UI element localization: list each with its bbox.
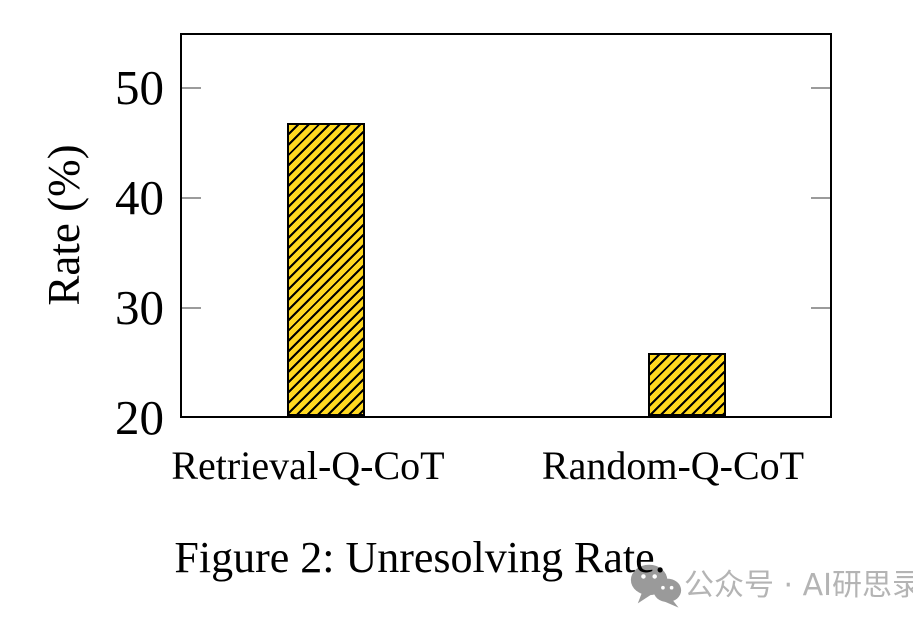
wechat-icon bbox=[630, 564, 682, 608]
x-category-label-random-q-cot: Random-Q-CoT bbox=[541, 443, 805, 488]
y-tick-label-20: 20 bbox=[115, 390, 164, 445]
y-tick-label-50: 50 bbox=[115, 60, 164, 115]
y-tick-label-30: 30 bbox=[115, 280, 164, 335]
y-tick-mark-40-left bbox=[182, 197, 201, 199]
y-tick-mark-50-left bbox=[182, 87, 201, 89]
watermark: 公众号 · AI研思录 bbox=[630, 563, 913, 609]
y-tick-label-40: 40 bbox=[115, 170, 164, 225]
bar-random-q-cot bbox=[648, 353, 726, 416]
y-tick-mark-50-right bbox=[811, 87, 830, 89]
plot-inner-area bbox=[182, 35, 830, 416]
figure-caption: Figure 2: Unresolving Rate. bbox=[174, 533, 666, 582]
y-tick-mark-30-left bbox=[182, 307, 201, 309]
plot-area bbox=[180, 33, 832, 418]
y-tick-mark-30-right bbox=[811, 307, 830, 309]
y-tick-mark-40-right bbox=[811, 197, 830, 199]
bar-retrieval-q-cot bbox=[287, 123, 365, 416]
x-category-label-retrieval-q-cot: Retrieval-Q-CoT bbox=[171, 443, 445, 488]
watermark-text: 公众号 · AI研思录 bbox=[684, 568, 913, 603]
